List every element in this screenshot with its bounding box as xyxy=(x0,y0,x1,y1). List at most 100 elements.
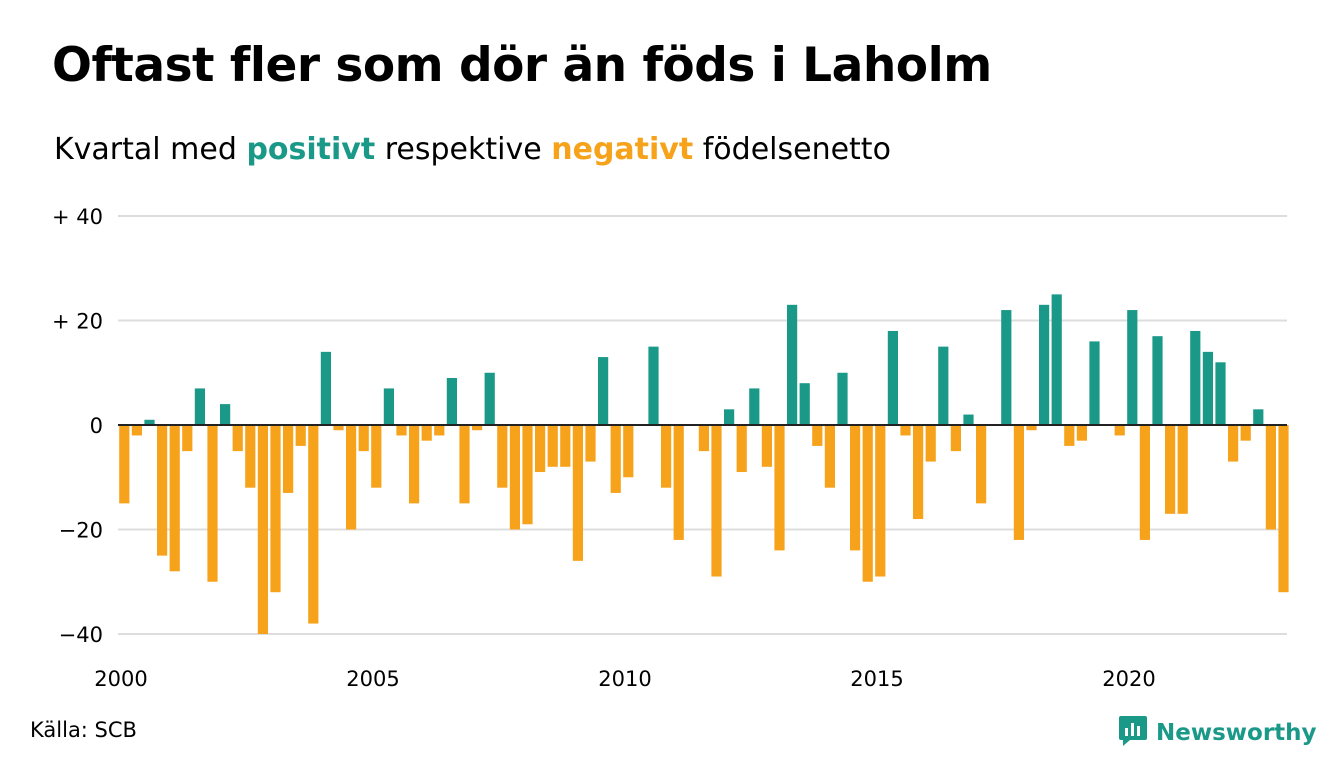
bar-positive xyxy=(1152,336,1163,425)
bar-positive xyxy=(144,419,155,425)
bar-negative xyxy=(610,425,621,493)
bar-positive xyxy=(648,346,659,425)
bar-negative xyxy=(1064,425,1075,446)
bar-negative xyxy=(824,425,835,488)
bar-negative xyxy=(913,425,924,520)
x-tick-label: 2015 xyxy=(850,667,903,691)
bar-negative xyxy=(925,425,936,462)
bar-negative xyxy=(1177,425,1188,514)
bar-positive xyxy=(837,372,848,425)
newsworthy-logo-icon xyxy=(1118,714,1148,752)
axis-labels: + 40 + 20 0 −20 −40 2000 2005 2010 2015 2020 xyxy=(52,205,1156,691)
bar-negative xyxy=(497,425,508,488)
bar-negative xyxy=(295,425,306,446)
bar-negative xyxy=(270,425,281,593)
bar-negative xyxy=(472,425,483,431)
bar-negative xyxy=(1013,425,1024,540)
bar-negative xyxy=(950,425,961,452)
bar-negative xyxy=(1165,425,1176,514)
bar-negative xyxy=(119,425,130,504)
bar-positive xyxy=(220,404,231,425)
bar-negative xyxy=(169,425,180,572)
bar-chart: + 40 + 20 0 −20 −40 2000 2005 2010 2015 2020 xyxy=(52,205,1289,691)
bar-positive xyxy=(1039,304,1050,425)
chart-title: Oftast fler som dör än föds i Laholm xyxy=(52,38,992,93)
bar-positive xyxy=(749,388,760,425)
bar-negative xyxy=(535,425,546,473)
bar-positive xyxy=(194,388,205,425)
bar-negative xyxy=(572,425,583,561)
y-tick-label: −40 xyxy=(59,623,103,647)
bar-negative xyxy=(371,425,382,488)
bar-negative xyxy=(862,425,873,582)
bar-negative xyxy=(1026,425,1037,431)
brand-logo: Newsworthy xyxy=(1118,714,1317,752)
bar-negative xyxy=(257,425,268,634)
bar-positive xyxy=(787,304,798,425)
bar-negative xyxy=(812,425,823,446)
bar-negative xyxy=(761,425,772,467)
subtitle-text-end: födelsenetto xyxy=(702,132,891,167)
bar-negative xyxy=(774,425,785,551)
bar-negative xyxy=(232,425,243,452)
bar-negative xyxy=(346,425,357,530)
source-note: Källa: SCB xyxy=(30,718,137,742)
bar-negative xyxy=(1278,425,1289,593)
bar-positive xyxy=(320,351,331,425)
bar-negative xyxy=(333,425,344,431)
bar-negative xyxy=(1240,425,1251,441)
bar-positive xyxy=(1253,409,1264,425)
bar-negative xyxy=(1114,425,1125,436)
bar-positive xyxy=(1127,310,1138,425)
bar-positive xyxy=(598,357,609,425)
bar-negative xyxy=(207,425,218,582)
bar-positive xyxy=(963,414,974,425)
bar-negative xyxy=(1076,425,1087,441)
y-tick-label: + 40 xyxy=(52,205,103,229)
subtitle-text-start: Kvartal med xyxy=(54,132,237,167)
bar-negative xyxy=(434,425,445,436)
x-tick-label: 2020 xyxy=(1102,667,1155,691)
bar-positive xyxy=(1215,362,1226,425)
bar-negative xyxy=(623,425,634,478)
subtitle-positive-label: positivt xyxy=(246,132,376,167)
subtitle-text-middle: respektive xyxy=(384,132,542,167)
bar-negative xyxy=(283,425,294,493)
bar-positive xyxy=(938,346,949,425)
bar-positive xyxy=(724,409,735,425)
y-tick-label: 0 xyxy=(90,414,103,438)
bar-negative xyxy=(560,425,571,467)
bar-negative xyxy=(585,425,596,462)
bar-positive xyxy=(799,383,810,425)
bar-negative xyxy=(875,425,886,577)
bar-negative xyxy=(1228,425,1239,462)
bar-negative xyxy=(358,425,369,452)
bar-negative xyxy=(409,425,420,504)
bar-positive xyxy=(1051,294,1062,425)
bar-negative xyxy=(673,425,684,540)
x-tick-label: 2010 xyxy=(598,667,651,691)
bar-negative xyxy=(421,425,432,441)
bar-negative xyxy=(976,425,987,504)
bar-positive xyxy=(1190,330,1201,425)
bar-negative xyxy=(522,425,533,525)
bar-positive xyxy=(1202,351,1213,425)
bar-negative xyxy=(396,425,407,436)
x-tick-label: 2005 xyxy=(346,667,399,691)
bar-negative xyxy=(661,425,672,488)
bar-negative xyxy=(1265,425,1276,530)
bar-negative xyxy=(900,425,911,436)
bar-positive xyxy=(1001,310,1012,425)
bar-negative xyxy=(157,425,168,556)
chart-subtitle: Kvartal med positivt respektive negativt… xyxy=(54,132,891,167)
bar-positive xyxy=(1089,341,1100,425)
bar-negative xyxy=(850,425,861,551)
bar-negative xyxy=(308,425,319,624)
bar-positive xyxy=(446,377,457,425)
y-tick-label: + 20 xyxy=(52,310,103,334)
bar-negative xyxy=(736,425,747,473)
brand-name: Newsworthy xyxy=(1156,720,1317,746)
bar-negative xyxy=(245,425,256,488)
subtitle-negative-label: negativt xyxy=(551,132,694,167)
bar-negative xyxy=(459,425,470,504)
